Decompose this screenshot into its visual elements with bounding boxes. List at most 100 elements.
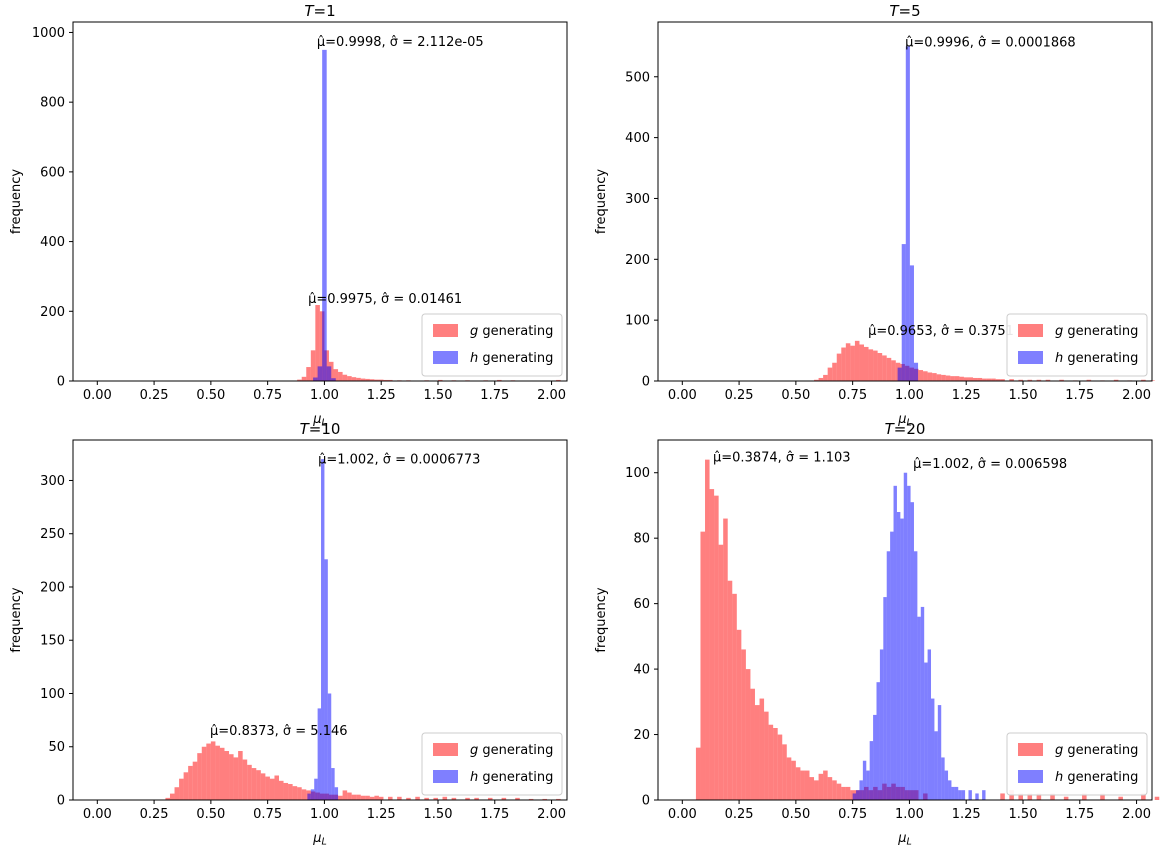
legend-label-g: g generating xyxy=(470,324,553,339)
x-tick-label: 1.75 xyxy=(1065,807,1094,822)
histogram-bar-h xyxy=(856,790,860,800)
histogram-bar-g xyxy=(301,376,307,381)
histogram-bar-g xyxy=(1009,379,1014,381)
histogram-bar-g xyxy=(814,379,819,381)
histogram-bar-h xyxy=(934,731,938,800)
histogram-bar-h xyxy=(975,793,979,800)
y-axis-label: frequency xyxy=(594,169,609,235)
x-axis-label: μL xyxy=(897,412,912,429)
y-tick-label: 600 xyxy=(40,165,65,180)
annotation-text: μ̂=0.3874, σ̂ = 1.103 xyxy=(713,450,851,465)
histogram-bar-g xyxy=(945,375,951,381)
histogram-bar-h xyxy=(913,551,918,800)
histogram-bar-g xyxy=(297,379,302,381)
histogram-bar-g xyxy=(347,792,352,800)
histogram-bar-g xyxy=(795,767,801,800)
histogram-bar-g xyxy=(283,782,289,800)
x-tick-label: 2.00 xyxy=(537,807,566,822)
annotation-text: μ̂=0.9975, σ̂ = 0.01461 xyxy=(308,292,462,307)
histogram-bar-h xyxy=(883,597,887,800)
histogram-bar-h xyxy=(917,616,921,800)
histogram-bar-h xyxy=(901,244,906,381)
histogram-bar-g xyxy=(864,346,869,381)
y-tick-label: 200 xyxy=(40,305,65,320)
histogram-bar-g xyxy=(374,795,379,800)
histogram-bar-g xyxy=(451,797,457,800)
histogram-bar-h xyxy=(869,741,874,800)
histogram-bar-g xyxy=(1036,379,1042,381)
x-tick-label: 1.75 xyxy=(1065,388,1094,403)
legend-label-h: h generating xyxy=(470,770,553,785)
histogram-bar-g xyxy=(791,760,796,800)
histogram-bar-g xyxy=(542,798,548,800)
histogram-bar-g xyxy=(963,377,969,381)
histogram-bar-g xyxy=(406,797,411,800)
histogram-bar-g xyxy=(1000,793,1005,800)
histogram-bar-g xyxy=(360,795,366,800)
histogram-bar-g xyxy=(836,353,842,381)
histogram-bar-g xyxy=(1082,793,1087,800)
y-tick-label: 20 xyxy=(633,728,650,743)
histogram-bar-h xyxy=(927,649,932,800)
x-tick-label: 0.75 xyxy=(253,388,282,403)
y-tick-label: 500 xyxy=(625,70,650,85)
histogram-bar-g xyxy=(183,772,189,800)
histogram-bar-h xyxy=(321,459,325,800)
histogram-h-generating xyxy=(307,459,339,800)
histogram-bar-g xyxy=(882,355,887,381)
x-tick-label: 1.00 xyxy=(895,807,924,822)
legend-label-g: g generating xyxy=(1055,743,1138,758)
x-tick-label: 1.50 xyxy=(1009,807,1038,822)
x-tick-label: 1.50 xyxy=(424,388,453,403)
histogram-bar-g xyxy=(732,593,737,800)
annotation-text: μ̂=0.9996, σ̂ = 0.0001868 xyxy=(905,35,1076,50)
x-tick-label: 1.50 xyxy=(424,807,453,822)
legend-swatch-g xyxy=(1018,324,1043,337)
y-tick-label: 50 xyxy=(48,740,65,755)
x-tick-label: 0.25 xyxy=(725,807,754,822)
histogram-bar-g xyxy=(247,764,252,800)
histogram-bar-g xyxy=(174,787,180,800)
histogram-bar-g xyxy=(845,343,851,381)
histogram-bar-h xyxy=(876,682,880,800)
histogram-bar-g xyxy=(1063,796,1069,800)
histogram-bar-g xyxy=(292,786,298,800)
x-tick-label: 1.25 xyxy=(952,388,981,403)
histogram-bar-g xyxy=(700,531,706,800)
histogram-bar-g xyxy=(210,741,216,800)
histogram-bar-g xyxy=(315,305,320,381)
histogram-bar-g xyxy=(723,518,728,800)
histogram-bar-g xyxy=(1118,796,1123,800)
histogram-bar-g xyxy=(923,371,928,381)
histogram-bar-g xyxy=(238,751,243,800)
histogram-bar-g xyxy=(351,377,357,381)
histogram-bar-g xyxy=(759,698,765,800)
histogram-g-generating xyxy=(695,459,1160,800)
histogram-bar-g xyxy=(959,376,964,381)
histogram-bar-h xyxy=(322,49,327,381)
histogram-bar-g xyxy=(378,379,384,381)
histogram-bar-g xyxy=(1141,793,1146,800)
y-tick-label: 300 xyxy=(40,474,65,489)
y-tick-label: 0 xyxy=(57,375,65,390)
annotation-text: μ̂=0.8373, σ̂ = 5.146 xyxy=(210,724,348,739)
legend-label-h: h generating xyxy=(1055,770,1138,785)
histogram-bar-h xyxy=(961,790,966,800)
histogram-bar-g xyxy=(823,770,828,800)
y-tick-label: 150 xyxy=(40,634,65,649)
histogram-bar-g xyxy=(442,796,448,800)
histogram-bar-h xyxy=(873,714,877,800)
annotation-text: μ̂=1.002, σ̂ = 0.006598 xyxy=(913,457,1067,472)
legend: g generating h generating xyxy=(1006,732,1148,796)
histogram-bar-h xyxy=(903,472,908,800)
histogram-bar-g xyxy=(859,344,864,381)
histogram-bar-g xyxy=(306,367,311,381)
histogram-bar-h xyxy=(313,377,318,381)
histogram-bar-g xyxy=(977,377,983,381)
histogram-bar-g xyxy=(1036,793,1042,800)
histogram-bar-g xyxy=(705,459,710,800)
y-tick-label: 100 xyxy=(625,466,650,481)
histogram-bar-g xyxy=(338,795,343,800)
x-tick-label: 2.00 xyxy=(1122,388,1151,403)
